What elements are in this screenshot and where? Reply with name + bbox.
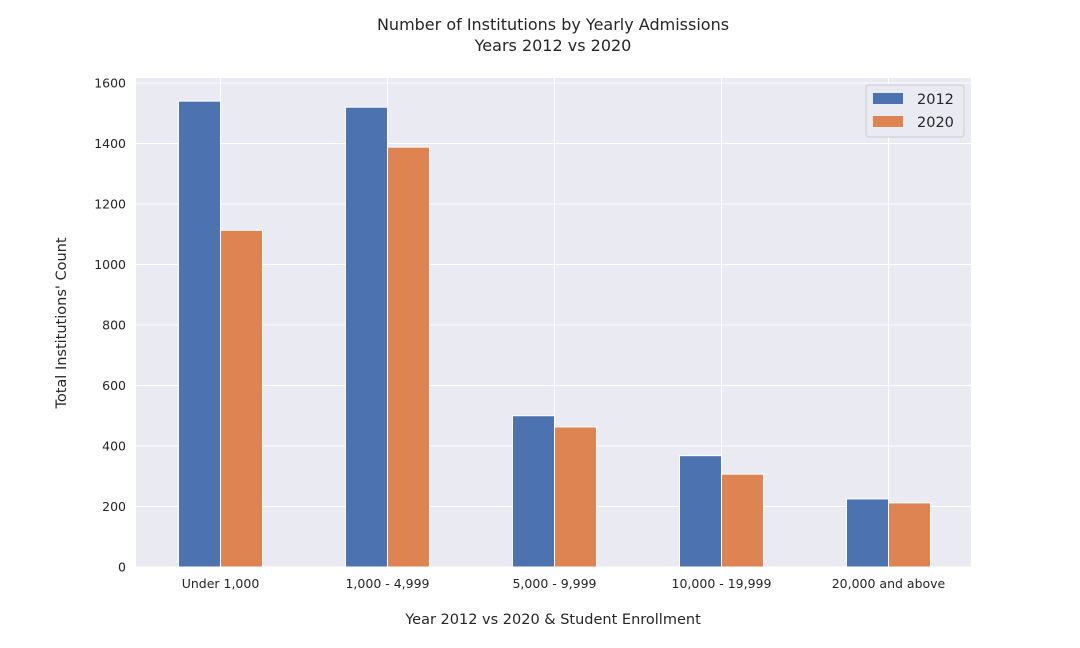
legend-swatch-2012 xyxy=(873,93,903,104)
bar-2012-2 xyxy=(512,415,555,568)
bar-2020-3 xyxy=(721,473,764,568)
horizontal-gridlines xyxy=(136,82,971,568)
y-tick-label: 800 xyxy=(102,318,126,333)
legend: 2012 2020 xyxy=(865,84,965,138)
chart-title: Number of Institutions by Yearly Admissi… xyxy=(377,15,729,34)
bar-2012-0 xyxy=(178,100,221,568)
y-tick-label: 1200 xyxy=(94,197,126,212)
y-tick-label: 400 xyxy=(102,439,126,454)
x-tick-label: 5,000 - 9,999 xyxy=(512,576,596,591)
y-tick-label: 200 xyxy=(102,499,126,514)
bars xyxy=(178,100,931,568)
legend-label-2020: 2020 xyxy=(917,115,954,131)
bar-2012-3 xyxy=(679,455,722,568)
chart-subtitle: Years 2012 vs 2020 xyxy=(474,36,632,55)
bar-2020-2 xyxy=(554,426,597,568)
x-tick-label: 20,000 and above xyxy=(832,576,946,591)
bar-2020-1 xyxy=(387,146,430,568)
legend-swatch-2020 xyxy=(873,116,903,127)
x-tick-label: 1,000 - 4,999 xyxy=(345,576,429,591)
x-tick-labels: Under 1,000 1,000 - 4,999 5,000 - 9,999 10,… xyxy=(182,576,946,591)
x-axis-label: Year 2012 vs 2020 & Student Enrollment xyxy=(404,612,701,628)
bar-2012-4 xyxy=(846,498,889,568)
x-tick-label: 10,000 - 19,999 xyxy=(672,576,772,591)
y-tick-label: 0 xyxy=(118,560,126,575)
y-tick-label: 1600 xyxy=(94,76,126,91)
bar-2020-0 xyxy=(220,229,263,568)
y-tick-labels: 0 200 400 600 800 1000 1200 1400 1600 xyxy=(94,76,126,575)
x-tick-label: Under 1,000 xyxy=(182,576,260,591)
y-tick-label: 1400 xyxy=(94,136,126,151)
legend-label-2012: 2012 xyxy=(917,92,954,108)
y-axis-label: Total Institutions' Count xyxy=(54,237,70,409)
bar-2020-4 xyxy=(888,502,931,568)
y-tick-label: 1000 xyxy=(94,257,126,272)
y-tick-label: 600 xyxy=(102,378,126,393)
bar-2012-1 xyxy=(345,106,388,568)
